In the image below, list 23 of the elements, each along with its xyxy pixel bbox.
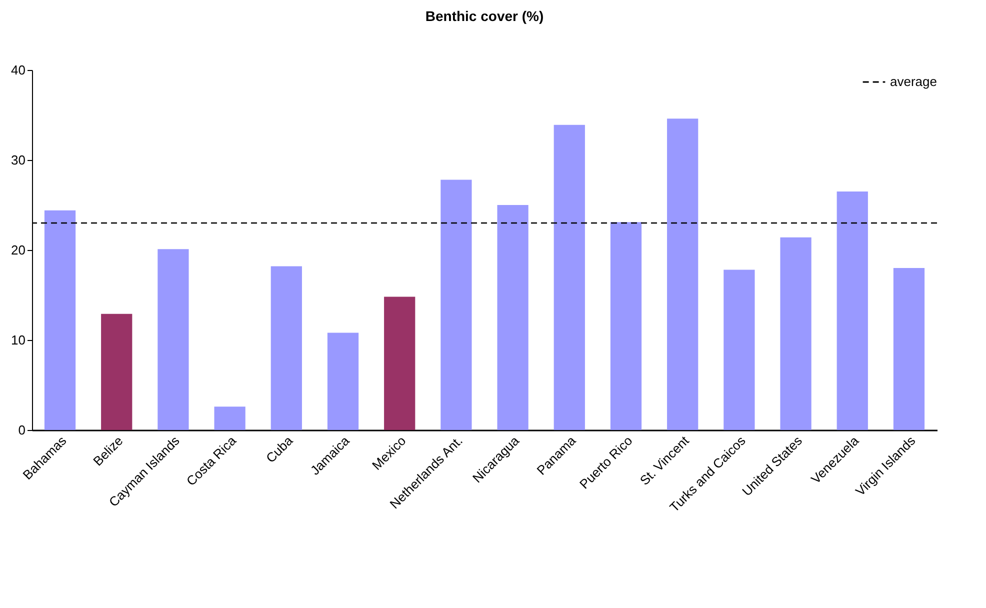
chart-title: Benthic cover (%) bbox=[425, 8, 544, 24]
bar bbox=[440, 180, 472, 430]
legend-label: average bbox=[890, 74, 937, 89]
bar bbox=[893, 268, 925, 430]
bar bbox=[497, 205, 528, 430]
bar bbox=[44, 210, 76, 430]
bar bbox=[610, 222, 642, 430]
bar bbox=[327, 332, 359, 430]
bar bbox=[270, 266, 302, 430]
bar bbox=[724, 270, 755, 430]
y-tick-label: 0 bbox=[18, 422, 26, 438]
y-tick-label: 10 bbox=[11, 332, 26, 348]
y-tick-label: 40 bbox=[11, 62, 26, 78]
bar bbox=[836, 192, 868, 430]
bar bbox=[214, 406, 246, 430]
bar bbox=[667, 118, 698, 430]
bar bbox=[158, 249, 189, 430]
bar bbox=[384, 296, 416, 430]
y-tick-label: 20 bbox=[11, 242, 26, 258]
bar bbox=[780, 237, 812, 430]
y-tick-label: 30 bbox=[11, 152, 26, 168]
bar bbox=[101, 314, 132, 430]
bar bbox=[554, 124, 585, 430]
